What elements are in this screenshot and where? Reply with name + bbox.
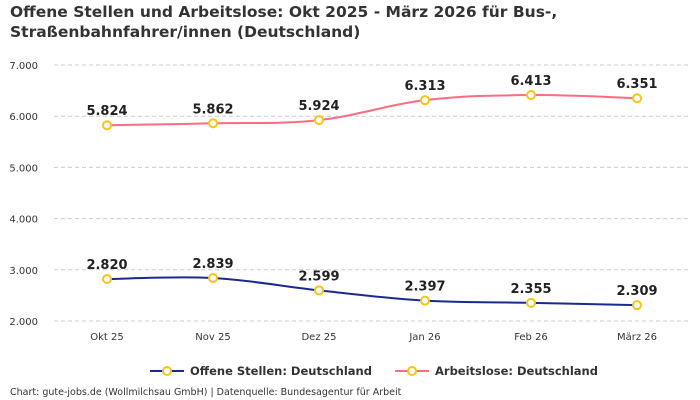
x-tick-label: Nov 25 — [195, 332, 230, 343]
data-point — [314, 285, 324, 296]
data-point — [102, 120, 112, 131]
x-tick-label: März 26 — [617, 332, 657, 343]
data-label: 5.862 — [192, 102, 233, 117]
data-point — [526, 297, 536, 308]
y-tick-label: 2.000 — [9, 317, 38, 328]
data-point — [208, 273, 218, 284]
data-label: 6.351 — [616, 77, 657, 92]
data-label: 5.824 — [86, 104, 127, 119]
x-tick-label: Jan 26 — [408, 332, 440, 343]
y-tick-label: 7.000 — [9, 61, 38, 72]
data-label: 2.820 — [86, 258, 127, 273]
legend-marker — [407, 366, 417, 376]
data-label: 6.313 — [404, 79, 445, 94]
data-label: 2.309 — [616, 284, 657, 299]
series-line — [106, 276, 638, 307]
data-point — [420, 95, 430, 106]
data-point — [632, 93, 642, 104]
data-label: 2.839 — [192, 257, 233, 272]
data-label: 5.924 — [298, 99, 339, 114]
x-tick-label: Dez 25 — [301, 332, 336, 343]
legend-label: Offene Stellen: Deutschland — [190, 364, 372, 378]
data-label: 2.599 — [298, 269, 339, 284]
y-tick-label: 4.000 — [9, 215, 38, 226]
y-tick-label: 5.000 — [9, 163, 38, 174]
source-footer: Chart: gute-jobs.de (Wollmilchsau GmbH) … — [10, 387, 402, 398]
data-label: 2.397 — [404, 280, 445, 295]
chart-title: Offene Stellen und Arbeitslose: Okt 2025… — [10, 3, 558, 41]
y-tick-label: 3.000 — [9, 266, 38, 277]
data-point — [420, 295, 430, 306]
data-point — [102, 274, 112, 285]
data-label: 2.355 — [510, 282, 551, 297]
legend-marker — [162, 366, 172, 376]
data-point — [314, 115, 324, 126]
data-point — [208, 118, 218, 129]
data-point — [526, 90, 536, 101]
y-tick-label: 6.000 — [9, 112, 38, 123]
x-tick-label: Okt 25 — [90, 332, 124, 343]
x-tick-label: Feb 26 — [514, 332, 548, 343]
series-line — [106, 94, 638, 127]
data-label: 6.413 — [510, 74, 551, 89]
data-point — [632, 300, 642, 311]
legend-label: Arbeitslose: Deutschland — [435, 364, 598, 378]
